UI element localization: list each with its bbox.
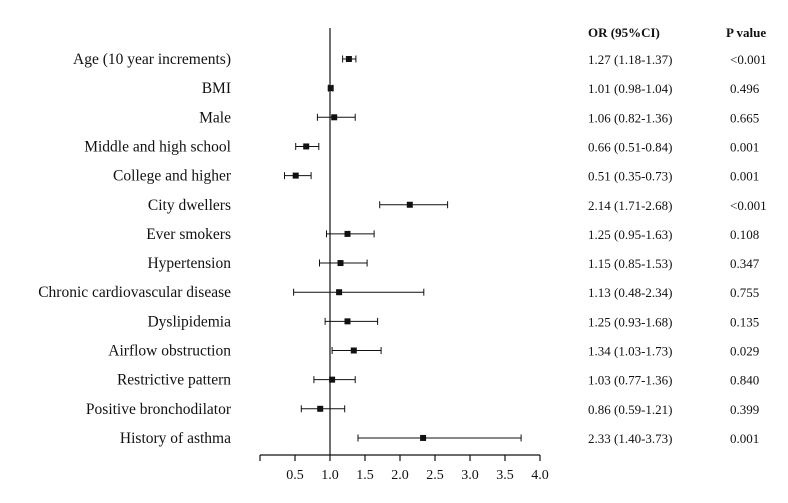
or-ci-value: 0.86 (0.59-1.21)	[588, 402, 673, 417]
x-axis: 0.5 1.0 1.5 2.0 2.5 3.0 3.5 4.0	[259, 454, 549, 483]
or-ci-value: 1.25 (0.93-1.68)	[588, 314, 673, 329]
or-point	[331, 114, 338, 121]
x-tick-label: 3.0	[461, 468, 479, 483]
row-label: Positive bronchodilator	[86, 401, 232, 418]
plot-area	[284, 28, 522, 455]
p-value: 0.108	[730, 227, 759, 242]
or-point	[345, 56, 352, 62]
or-point	[420, 434, 427, 441]
row-label: BMI	[202, 80, 231, 97]
or-ci-value: 1.01 (0.98-1.04)	[588, 81, 673, 96]
p-value: 0.347	[730, 256, 760, 271]
p-value: 0.135	[730, 314, 759, 329]
or-point	[327, 85, 334, 92]
row-label: Chronic cardiovascular disease	[38, 284, 231, 301]
p-value: 0.399	[730, 402, 759, 417]
row-label: Hypertension	[147, 255, 231, 272]
p-column-header: P value	[726, 25, 766, 40]
or-point	[336, 289, 343, 296]
or-ci-value: 1.03 (0.77-1.36)	[588, 373, 673, 388]
or-ci-value: 1.06 (0.82-1.36)	[588, 110, 673, 125]
or-ci-value: 1.15 (0.85-1.53)	[588, 256, 673, 271]
p-value: 0.755	[730, 285, 759, 300]
p-value: 0.665	[730, 110, 759, 125]
x-tick-label: 3.5	[496, 468, 514, 483]
or-ci-value: 0.51 (0.35-0.73)	[588, 169, 673, 184]
row-label: Ever smokers	[146, 226, 231, 243]
row-label: History of asthma	[120, 430, 231, 447]
or-point	[350, 347, 357, 354]
or-point	[344, 318, 351, 325]
row-label: Middle and high school	[84, 138, 231, 155]
or-ci-value: 2.33 (1.40-3.73)	[588, 431, 673, 446]
results-table: OR (95%CI) P value 1.27 (1.18-1.37) <0.00…	[588, 25, 767, 446]
or-point	[303, 143, 310, 150]
p-value: <0.001	[730, 198, 767, 213]
or-ci-value: 1.27 (1.18-1.37)	[588, 52, 673, 67]
p-value: <0.001	[730, 52, 767, 67]
p-value: 0.001	[730, 169, 759, 184]
x-tick-label: 2.0	[391, 468, 409, 483]
or-point	[317, 405, 324, 412]
row-label: Male	[199, 109, 231, 126]
or-point	[329, 376, 336, 383]
row-label: Restrictive pattern	[117, 372, 231, 389]
or-column-header: OR (95%CI)	[588, 25, 660, 40]
p-value: 0.001	[730, 431, 759, 446]
or-point	[344, 230, 351, 237]
x-tick-label: 1.0	[321, 468, 339, 483]
x-tick-label: 2.5	[426, 468, 444, 483]
or-ci-value: 2.14 (1.71-2.68)	[588, 198, 673, 213]
row-label: City dwellers	[148, 197, 231, 214]
row-labels: Age (10 year increments) BMI Male Middle an…	[38, 51, 232, 447]
or-point	[292, 172, 299, 179]
x-tick-label: 0.5	[286, 468, 304, 483]
row-label: Airflow obstruction	[108, 343, 231, 360]
p-value: 0.840	[730, 373, 759, 388]
x-tick-label: 1.5	[356, 468, 374, 483]
or-ci-value: 0.66 (0.51-0.84)	[588, 139, 673, 154]
p-value: 0.496	[730, 81, 760, 96]
or-point	[406, 201, 413, 208]
or-ci-value: 1.25 (0.95-1.63)	[588, 227, 673, 242]
or-ci-value: 1.13 (0.48-2.34)	[588, 285, 673, 300]
x-tick-label: 4.0	[531, 468, 549, 483]
p-value: 0.001	[730, 139, 759, 154]
row-label: Age (10 year increments)	[73, 51, 231, 68]
or-ci-value: 1.34 (1.03-1.73)	[588, 344, 673, 359]
row-label: Dyslipidemia	[147, 313, 231, 330]
row-label: College and higher	[113, 168, 232, 185]
or-point	[337, 260, 344, 267]
p-value: 0.029	[730, 344, 759, 359]
